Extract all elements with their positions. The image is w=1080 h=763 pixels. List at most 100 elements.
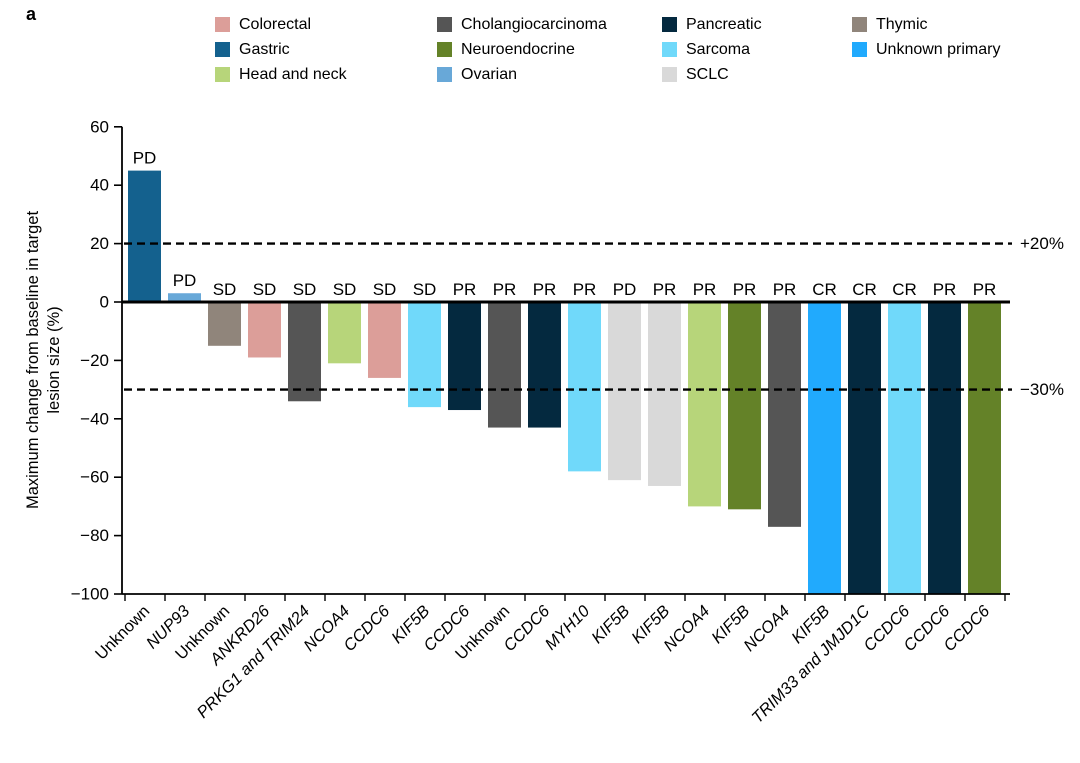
response-label: PD <box>133 149 157 168</box>
bar <box>208 302 241 346</box>
legend-item: Unknown primary <box>852 37 1000 62</box>
legend-swatch-icon <box>852 17 867 32</box>
legend-item: Pancreatic <box>662 12 762 37</box>
response-label: SD <box>333 280 357 299</box>
legend-column: Cholangiocarcinoma Neuroendocrine Ovarian <box>437 12 607 87</box>
response-label: SD <box>373 280 397 299</box>
legend-swatch-icon <box>437 67 452 82</box>
response-label: SD <box>293 280 317 299</box>
x-axis-label: KIF5B <box>588 602 633 647</box>
response-label: SD <box>413 280 437 299</box>
bar <box>728 302 761 510</box>
bar <box>488 302 521 428</box>
legend-swatch-icon <box>662 17 677 32</box>
legend-item: Thymic <box>852 12 1000 37</box>
legend-label: Cholangiocarcinoma <box>461 15 607 33</box>
legend-column: Colorectal Gastric Head and neck <box>215 12 347 87</box>
legend-label: Ovarian <box>461 65 518 83</box>
y-axis-tick-label: 40 <box>90 176 109 195</box>
legend-item: Head and neck <box>215 62 347 87</box>
legend-swatch-icon <box>437 17 452 32</box>
response-label: PR <box>733 280 757 299</box>
bar <box>848 302 881 594</box>
legend-label: Sarcoma <box>686 40 751 58</box>
x-axis-label: CCDC6 <box>500 602 554 656</box>
legend-item: Gastric <box>215 37 347 62</box>
response-label: PD <box>173 271 197 290</box>
bar <box>688 302 721 507</box>
response-label: PR <box>493 280 517 299</box>
y-axis-tick-label: −80 <box>80 526 109 545</box>
y-axis-tick-label: −60 <box>80 468 109 487</box>
legend-column: Thymic Unknown primary <box>852 12 1000 62</box>
bar <box>888 302 921 594</box>
legend-label: Pancreatic <box>686 15 762 33</box>
bar <box>128 170 161 302</box>
legend-label: Colorectal <box>239 15 312 33</box>
legend-label: Gastric <box>239 40 290 58</box>
x-axis-label: Unknown <box>92 602 153 663</box>
legend-item: Cholangiocarcinoma <box>437 12 607 37</box>
legend-label: SCLC <box>686 65 729 83</box>
response-label: PR <box>933 280 957 299</box>
bar <box>248 302 281 358</box>
bar <box>168 293 201 302</box>
y-axis-title: Maximum change from baseline in target le… <box>24 211 63 509</box>
response-label: CR <box>852 280 877 299</box>
legend-item: Neuroendocrine <box>437 37 607 62</box>
y-axis-tick-label: −20 <box>80 351 109 370</box>
bar <box>408 302 441 408</box>
response-label: CR <box>812 280 837 299</box>
legend-swatch-icon <box>215 17 230 32</box>
response-label: PR <box>453 280 477 299</box>
y-axis-tick-label: −40 <box>80 409 109 428</box>
bar <box>648 302 681 486</box>
legend-swatch-icon <box>662 42 677 57</box>
legend-column: Pancreatic Sarcoma SCLC <box>662 12 762 87</box>
legend-label: Head and neck <box>239 65 347 83</box>
bar <box>368 302 401 378</box>
legend-item: Colorectal <box>215 12 347 37</box>
bar <box>328 302 361 364</box>
y-axis-tick-label: 0 <box>100 293 109 312</box>
legend-item: Sarcoma <box>662 37 762 62</box>
legend-swatch-icon <box>215 42 230 57</box>
y-axis-tick-label: 20 <box>90 234 109 253</box>
response-label: PR <box>533 280 557 299</box>
bar <box>528 302 561 428</box>
response-label: PR <box>653 280 677 299</box>
bar <box>808 302 841 594</box>
reference-line-label: −30% <box>1020 380 1064 399</box>
response-label: CR <box>892 280 917 299</box>
legend-swatch-icon <box>662 67 677 82</box>
legend-label: Thymic <box>876 15 928 33</box>
bar <box>928 302 961 594</box>
legend-swatch-icon <box>215 67 230 82</box>
reference-line-label: +20% <box>1020 234 1064 253</box>
y-axis-tick-label: 60 <box>90 117 109 136</box>
response-label: PR <box>693 280 717 299</box>
response-label: PR <box>773 280 797 299</box>
legend-item: SCLC <box>662 62 762 87</box>
bar <box>288 302 321 402</box>
response-label: SD <box>253 280 277 299</box>
x-axis-label: CCDC6 <box>940 602 994 656</box>
legend-label: Neuroendocrine <box>461 40 575 58</box>
bar <box>448 302 481 411</box>
bar <box>968 302 1001 594</box>
y-axis-tick-label: −100 <box>71 585 109 604</box>
x-axis-label: CCDC6 <box>340 602 394 656</box>
legend-item: Ovarian <box>437 62 607 87</box>
response-label: SD <box>213 280 237 299</box>
legend-swatch-icon <box>437 42 452 57</box>
response-label: PR <box>973 280 997 299</box>
response-label: PR <box>573 280 597 299</box>
response-label: PD <box>613 280 637 299</box>
legend-swatch-icon <box>852 42 867 57</box>
legend-label: Unknown primary <box>876 40 1001 58</box>
panel-label: a <box>26 4 37 24</box>
chart-legend: Colorectal Gastric Head and neck Cholangioc… <box>215 12 1075 92</box>
bar <box>608 302 641 481</box>
bar <box>568 302 601 472</box>
